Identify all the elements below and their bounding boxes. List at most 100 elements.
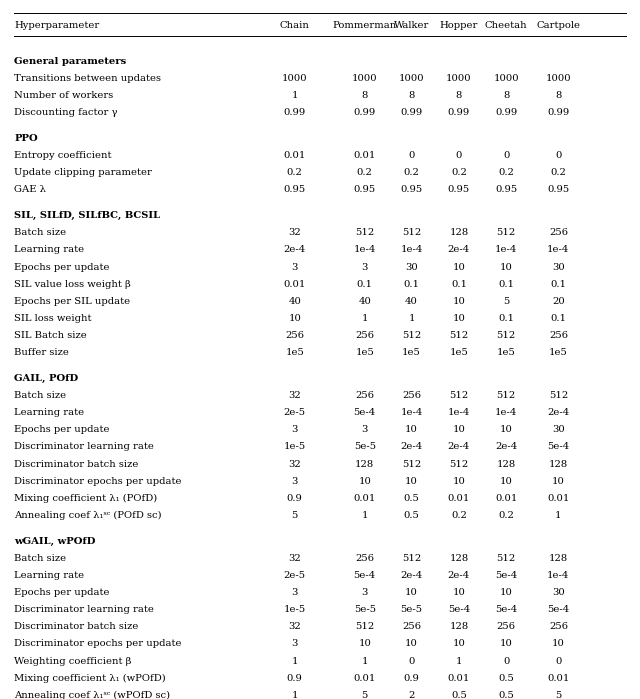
- Text: 2e-4: 2e-4: [401, 442, 422, 452]
- Text: 10: 10: [452, 477, 465, 486]
- Text: 512: 512: [402, 229, 421, 237]
- Text: 5e-4: 5e-4: [354, 571, 376, 580]
- Text: 2e-4: 2e-4: [448, 442, 470, 452]
- Text: 0.1: 0.1: [550, 280, 566, 289]
- Text: 0.95: 0.95: [284, 185, 306, 194]
- Text: 1e-4: 1e-4: [547, 245, 570, 254]
- Text: 1: 1: [362, 314, 368, 323]
- Text: Discriminator batch size: Discriminator batch size: [14, 622, 138, 631]
- Text: 0.2: 0.2: [287, 168, 303, 178]
- Text: Cheetah: Cheetah: [485, 21, 527, 29]
- Text: 10: 10: [452, 640, 465, 649]
- Text: 1e-5: 1e-5: [284, 442, 306, 452]
- Text: Learning rate: Learning rate: [14, 408, 84, 417]
- Text: 3: 3: [362, 263, 368, 271]
- Text: 256: 256: [549, 331, 568, 340]
- Text: 1000: 1000: [446, 74, 472, 83]
- Text: Entropy coefficient: Entropy coefficient: [14, 151, 111, 160]
- Text: Annealing coef λ₁ˢᶜ (wPOfD sc): Annealing coef λ₁ˢᶜ (wPOfD sc): [14, 691, 170, 699]
- Text: 40: 40: [358, 297, 371, 305]
- Text: 0.9: 0.9: [287, 674, 303, 683]
- Text: 0: 0: [556, 656, 561, 665]
- Text: 0.1: 0.1: [357, 280, 373, 289]
- Text: 10: 10: [405, 477, 418, 486]
- Text: 128: 128: [449, 622, 468, 631]
- Text: 0.95: 0.95: [448, 185, 470, 194]
- Text: 30: 30: [552, 425, 564, 434]
- Text: 5e-4: 5e-4: [354, 408, 376, 417]
- Text: 0: 0: [456, 151, 462, 160]
- Text: Discriminator batch size: Discriminator batch size: [14, 459, 138, 468]
- Text: 128: 128: [355, 459, 374, 468]
- Text: 512: 512: [355, 622, 374, 631]
- Text: 0.01: 0.01: [354, 674, 376, 683]
- Text: 10: 10: [358, 640, 371, 649]
- Text: 0.5: 0.5: [499, 691, 514, 699]
- Text: 3: 3: [362, 588, 368, 597]
- Text: 3: 3: [292, 425, 298, 434]
- Text: 5: 5: [362, 691, 368, 699]
- Text: 1e-4: 1e-4: [495, 408, 517, 417]
- Text: 10: 10: [500, 425, 513, 434]
- Text: GAIL, POfD: GAIL, POfD: [14, 374, 78, 383]
- Text: 10: 10: [452, 425, 465, 434]
- Text: 0.01: 0.01: [284, 280, 306, 289]
- Text: Cartpole: Cartpole: [536, 21, 580, 29]
- Text: 0.01: 0.01: [284, 151, 306, 160]
- Text: Buffer size: Buffer size: [14, 348, 69, 357]
- Text: Epochs per update: Epochs per update: [14, 425, 109, 434]
- Text: 1: 1: [408, 314, 415, 323]
- Text: 0.2: 0.2: [404, 168, 419, 178]
- Text: Discounting factor γ: Discounting factor γ: [14, 108, 118, 117]
- Text: Epochs per update: Epochs per update: [14, 588, 109, 597]
- Text: 8: 8: [408, 91, 415, 100]
- Text: 3: 3: [292, 263, 298, 271]
- Text: Learning rate: Learning rate: [14, 245, 84, 254]
- Text: 0.01: 0.01: [448, 493, 470, 503]
- Text: Number of workers: Number of workers: [14, 91, 113, 100]
- Text: 0.95: 0.95: [401, 185, 422, 194]
- Text: 5e-4: 5e-4: [547, 605, 570, 614]
- Text: 0.2: 0.2: [451, 511, 467, 520]
- Text: Mixing coefficient λ₁ (wPOfD): Mixing coefficient λ₁ (wPOfD): [14, 674, 166, 683]
- Text: 0.01: 0.01: [354, 151, 376, 160]
- Text: 30: 30: [552, 263, 564, 271]
- Text: Chain: Chain: [280, 21, 310, 29]
- Text: Epochs per update: Epochs per update: [14, 263, 109, 271]
- Text: PPO: PPO: [14, 134, 38, 143]
- Text: 8: 8: [362, 91, 368, 100]
- Text: Hopper: Hopper: [440, 21, 478, 29]
- Text: 1e-4: 1e-4: [401, 245, 422, 254]
- Text: 512: 512: [548, 391, 568, 400]
- Text: 1: 1: [291, 691, 298, 699]
- Text: 2e-4: 2e-4: [448, 245, 470, 254]
- Text: 0.95: 0.95: [547, 185, 570, 194]
- Text: 1e-4: 1e-4: [547, 571, 570, 580]
- Text: 0: 0: [408, 151, 415, 160]
- Text: Transitions between updates: Transitions between updates: [14, 74, 161, 83]
- Text: 512: 512: [402, 331, 421, 340]
- Text: 512: 512: [449, 391, 468, 400]
- Text: 128: 128: [497, 459, 516, 468]
- Text: 512: 512: [497, 391, 516, 400]
- Text: SIL Batch size: SIL Batch size: [14, 331, 87, 340]
- Text: 0.5: 0.5: [451, 691, 467, 699]
- Text: 256: 256: [549, 229, 568, 237]
- Text: 512: 512: [355, 229, 374, 237]
- Text: 1e-4: 1e-4: [495, 245, 517, 254]
- Text: 0.01: 0.01: [495, 493, 517, 503]
- Text: 0.99: 0.99: [284, 108, 306, 117]
- Text: 0.99: 0.99: [495, 108, 517, 117]
- Text: 128: 128: [449, 554, 468, 563]
- Text: 10: 10: [552, 477, 565, 486]
- Text: 0.9: 0.9: [287, 493, 303, 503]
- Text: 10: 10: [358, 477, 371, 486]
- Text: 1e-4: 1e-4: [448, 408, 470, 417]
- Text: 10: 10: [405, 425, 418, 434]
- Text: 1: 1: [456, 656, 462, 665]
- Text: 10: 10: [500, 477, 513, 486]
- Text: 0.1: 0.1: [451, 280, 467, 289]
- Text: 256: 256: [355, 554, 374, 563]
- Text: 5: 5: [503, 297, 509, 305]
- Text: 1e5: 1e5: [449, 348, 468, 357]
